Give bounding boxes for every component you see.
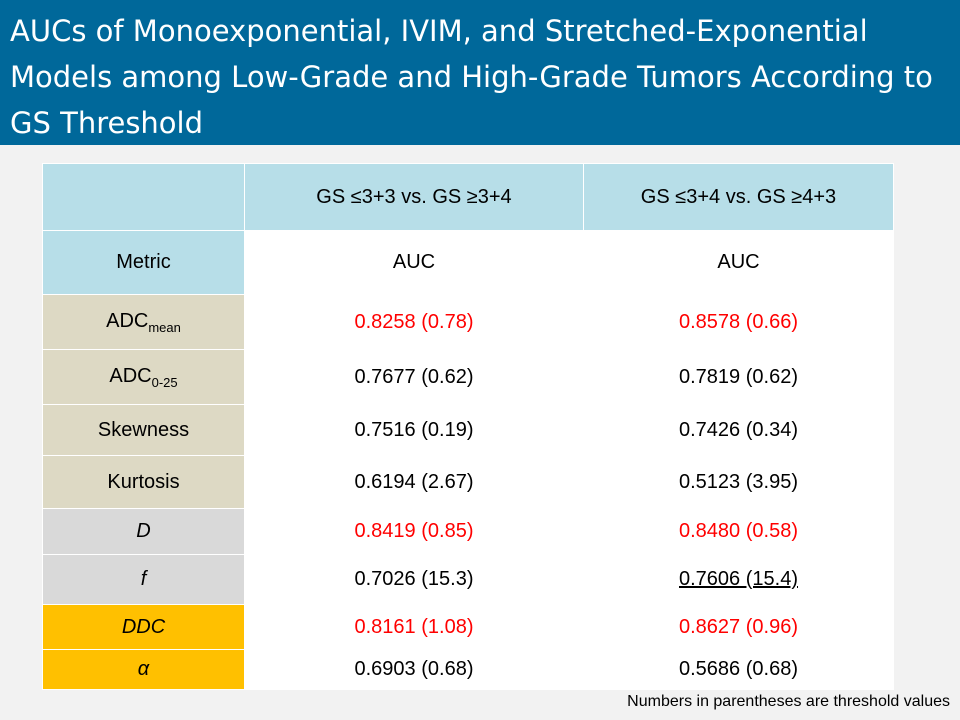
table-row: Kurtosis 0.6194 (2.67) 0.5123 (3.95) bbox=[42, 455, 894, 509]
metric-header: Metric bbox=[42, 230, 245, 295]
value-cell: 0.8419 (0.85) bbox=[244, 508, 584, 555]
value-cell: 0.7426 (0.34) bbox=[583, 404, 894, 456]
auc-header-2: AUC bbox=[583, 230, 894, 295]
table-row: Skewness 0.7516 (0.19) 0.7426 (0.34) bbox=[42, 404, 894, 456]
metric-name: ADC bbox=[106, 309, 149, 332]
metric-cell-f: f bbox=[42, 554, 245, 605]
table-row: f 0.7026 (15.3) 0.7606 (15.4) bbox=[42, 554, 894, 605]
table-row: D 0.8419 (0.85) 0.8480 (0.58) bbox=[42, 508, 894, 555]
header-gs34-vs-gs43: GS ≤3+4 vs. GS ≥4+3 bbox=[583, 163, 894, 231]
auc-header-1: AUC bbox=[244, 230, 584, 295]
footnote: Numbers in parentheses are threshold val… bbox=[627, 693, 950, 710]
table-row: DDC 0.8161 (1.08) 0.8627 (0.96) bbox=[42, 604, 894, 650]
header-gs33-vs-gs34: GS ≤3+3 vs. GS ≥3+4 bbox=[244, 163, 584, 231]
header-corner-cell bbox=[42, 163, 245, 231]
value-cell: 0.7819 (0.62) bbox=[583, 349, 894, 405]
value-cell: 0.8480 (0.58) bbox=[583, 508, 894, 555]
value-cell: 0.8161 (1.08) bbox=[244, 604, 584, 650]
value-cell: 0.8627 (0.96) bbox=[583, 604, 894, 650]
metric-cell-skewness: Skewness bbox=[42, 404, 245, 456]
table-row: α 0.6903 (0.68) 0.5686 (0.68) bbox=[42, 649, 894, 690]
metric-cell-adc-mean: ADCmean bbox=[42, 294, 245, 350]
auc-table: GS ≤3+3 vs. GS ≥3+4 GS ≤3+4 vs. GS ≥4+3 … bbox=[42, 163, 894, 690]
value-cell: 0.5686 (0.68) bbox=[583, 649, 894, 690]
value-cell: 0.7606 (15.4) bbox=[583, 554, 894, 605]
metric-cell-kurtosis: Kurtosis bbox=[42, 455, 245, 509]
value-cell: 0.5123 (3.95) bbox=[583, 455, 894, 509]
metric-cell-d: D bbox=[42, 508, 245, 555]
value-cell: 0.8258 (0.78) bbox=[244, 294, 584, 350]
metric-subscript: mean bbox=[148, 319, 181, 335]
value-cell: 0.8578 (0.66) bbox=[583, 294, 894, 350]
value-cell: 0.7516 (0.19) bbox=[244, 404, 584, 456]
metric-name: ADC bbox=[109, 364, 152, 387]
value-cell: 0.6903 (0.68) bbox=[244, 649, 584, 690]
value-cell: 0.7677 (0.62) bbox=[244, 349, 584, 405]
table-row: ADC0-25 0.7677 (0.62) 0.7819 (0.62) bbox=[42, 349, 894, 405]
title-bar: AUCs of Monoexponential, IVIM, and Stret… bbox=[0, 0, 960, 145]
slide-title: AUCs of Monoexponential, IVIM, and Stret… bbox=[10, 14, 933, 140]
table-header-row: GS ≤3+3 vs. GS ≥3+4 GS ≤3+4 vs. GS ≥4+3 bbox=[42, 163, 894, 231]
metric-cell-adc-0-25: ADC0-25 bbox=[42, 349, 245, 405]
underlined-value: 0.7606 (15.4) bbox=[679, 568, 798, 590]
metric-subscript: 0-25 bbox=[151, 374, 178, 390]
value-cell: 0.7026 (15.3) bbox=[244, 554, 584, 605]
metric-cell-alpha: α bbox=[42, 649, 245, 690]
value-cell: 0.6194 (2.67) bbox=[244, 455, 584, 509]
table-subheader-row: Metric AUC AUC bbox=[42, 230, 894, 295]
table-row: ADCmean 0.8258 (0.78) 0.8578 (0.66) bbox=[42, 294, 894, 350]
metric-cell-ddc: DDC bbox=[42, 604, 245, 650]
